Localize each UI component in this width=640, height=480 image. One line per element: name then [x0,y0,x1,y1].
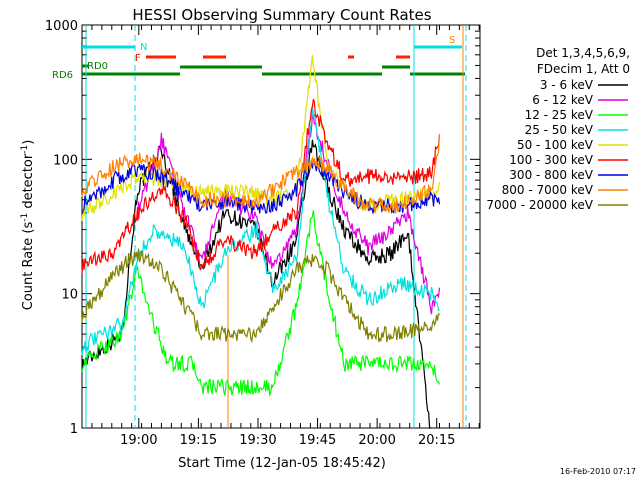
x-tick-label: 19:30 [239,433,276,448]
x-ticks: 19:00 19:15 19:30 19:45 20:00 20:15 [81,25,480,448]
y-label-sup1: -1 [20,213,30,222]
x-tick-label: 19:45 [299,433,336,448]
x-axis-label: Start Time (12-Jan-05 18:45:42) [178,456,386,471]
legend-entry-label: 6 - 12 keV [532,93,594,107]
series-line [81,105,440,356]
legend-entry-label: 3 - 6 keV [540,78,594,92]
series-line [81,134,441,214]
y-tick-label: 10 [61,288,78,303]
legend-entry-label: 800 - 7000 keV [502,183,594,197]
legend-entry-label: 25 - 50 keV [525,123,594,137]
y-label-end: ) [21,140,36,145]
series-line [81,55,441,221]
series-line [137,114,441,315]
y-axis-label: Count Rate (s-1 detector-1) [20,140,36,311]
y-label-main: Count Rate (s [21,222,36,311]
legend-header-1: Det 1,3,4,5,6,9, [536,46,630,60]
legend-entry-label: 7000 - 20000 keV [486,198,593,212]
date-stamp: 16-Feb-2010 07:17 [560,467,636,476]
flag-label: N [140,42,147,53]
y-tick-label: 1000 [45,19,78,34]
flag-label: RD6 [52,70,73,81]
series-lines [81,55,441,429]
x-tick-label: 19:00 [120,433,157,448]
legend-entry-label: 12 - 25 keV [525,108,594,122]
y-tick-label: 1 [70,422,78,437]
series-line [81,248,440,344]
x-tick-label: 19:15 [180,433,217,448]
flag-label: RD0 [87,61,108,72]
series-line [81,99,441,275]
y-ticks: 1 10 100 1000 [45,19,480,437]
y-label-sup2: -1 [20,145,30,154]
y-label-mid: detector [21,153,36,213]
x-tick-label: 20:00 [358,433,395,448]
flag-bars: NF RD0 RD6 S [52,25,467,428]
svg-text:Count Rate (s-1 detector-1): Count Rate (s-1 detector-1) [20,140,36,311]
flag-label: S [449,35,455,46]
flag-label: F [135,53,141,64]
legend: Det 1,3,4,5,6,9, FDecim 1, Att 0 3 - 6 k… [486,46,630,212]
legend-entry-label: 50 - 100 keV [517,138,594,152]
y-tick-label: 100 [53,153,78,168]
legend-entry-label: 300 - 800 keV [509,168,593,182]
legend-header-2: FDecim 1, Att 0 [537,62,630,76]
x-tick-label: 20:15 [418,433,455,448]
chart-title: HESSI Observing Summary Count Rates [132,6,431,24]
series-line [81,210,441,398]
legend-entry-label: 100 - 300 keV [509,153,593,167]
